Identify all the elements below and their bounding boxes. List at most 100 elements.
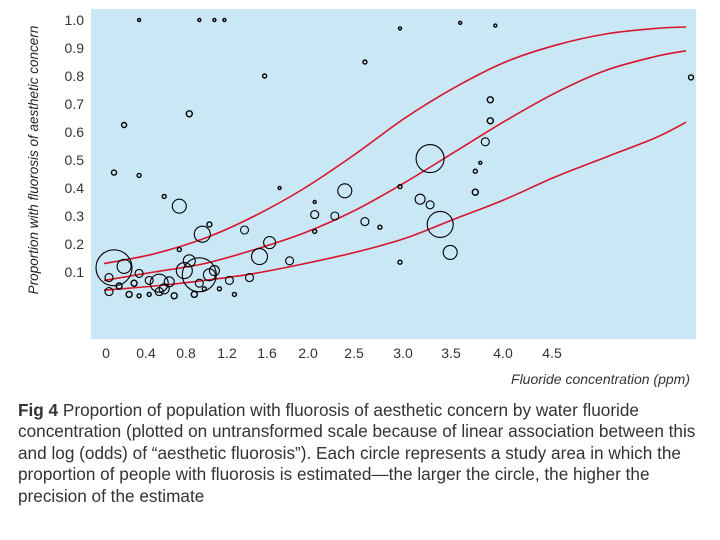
study-area-circle — [337, 183, 353, 199]
study-area-circle — [312, 199, 317, 205]
x-tick-label: 1.2 — [217, 345, 237, 361]
study-area-circle — [110, 169, 118, 176]
study-area-circle — [201, 286, 208, 292]
x-tick-label: 4.0 — [493, 345, 513, 361]
study-area-circle — [146, 291, 152, 298]
x-tick-label: 4.5 — [542, 345, 562, 361]
study-area-circle — [194, 278, 204, 288]
study-area-circle — [414, 193, 426, 205]
y-tick-label: 0.4 — [65, 180, 85, 196]
x-tick-label: 2.5 — [344, 345, 364, 361]
study-area-circle — [190, 290, 199, 299]
study-area-circle — [197, 17, 202, 23]
study-area-circle — [312, 228, 318, 235]
study-area-circle — [104, 287, 114, 297]
study-area-circle — [244, 273, 255, 283]
y-tick-label: 0.6 — [65, 124, 85, 140]
study-area-circle — [263, 236, 277, 250]
study-area-circle — [136, 293, 142, 299]
study-area-circle — [442, 244, 458, 260]
study-area-circle — [277, 185, 282, 191]
study-area-circle — [193, 225, 211, 243]
study-area-circle — [310, 210, 320, 220]
fitted-curves — [103, 26, 687, 291]
study-area-circle — [134, 268, 144, 278]
x-tick-label: 0.8 — [176, 345, 196, 361]
study-area-circle — [397, 26, 403, 31]
study-area-circle — [397, 183, 403, 190]
fitted-curve-1 — [103, 26, 687, 265]
study-area-circle — [185, 110, 194, 118]
study-area-circle — [104, 273, 114, 283]
study-area-circle — [224, 275, 234, 285]
study-area-circle — [175, 262, 193, 280]
study-area-circle — [136, 172, 142, 179]
study-area-circle — [458, 20, 463, 25]
study-area-circle — [231, 291, 238, 298]
study-area-circle — [161, 193, 167, 200]
study-area-circle — [182, 254, 196, 268]
study-area-circle — [158, 283, 170, 295]
study-area-circle — [149, 273, 169, 293]
figure-caption: Fig 4 Proportion of population with fluo… — [18, 400, 708, 507]
y-tick-label: 0.1 — [65, 264, 85, 280]
study-area-circle — [239, 225, 250, 235]
study-area-circle — [426, 210, 454, 238]
study-area-circle — [212, 17, 217, 23]
study-area-circle — [206, 221, 213, 228]
study-area-circle — [285, 256, 295, 266]
caption-text: Proportion of population with fluorosis … — [18, 400, 696, 506]
data-points — [95, 17, 695, 300]
study-area-circle — [120, 121, 128, 129]
caption-label: Fig 4 — [18, 400, 59, 420]
plot-background — [91, 9, 696, 339]
y-tick-label: 0.2 — [65, 236, 85, 252]
study-area-circle — [425, 200, 435, 210]
y-tick-labels: 0.1 0.2 0.3 0.4 0.5 0.6 0.7 0.8 0.9 1.0 — [65, 12, 85, 280]
y-tick-label: 0.9 — [65, 40, 85, 56]
x-tick-labels: 0 0.4 0.8 1.2 1.6 2.0 2.5 3.0 3.5 4.0 4.5 — [102, 345, 562, 361]
study-area-circle — [377, 224, 383, 230]
study-area-circle — [687, 74, 695, 81]
study-area-circle — [115, 282, 123, 290]
y-tick-label: 1.0 — [65, 12, 85, 28]
fitted-curve-3 — [103, 121, 687, 291]
study-area-circle — [136, 17, 142, 23]
study-area-circle — [330, 211, 340, 221]
study-area-circle — [478, 160, 483, 166]
study-area-circle — [472, 168, 478, 174]
study-area-circle — [397, 259, 403, 265]
y-tick-label: 0.5 — [65, 152, 85, 168]
study-area-circle — [95, 249, 133, 287]
study-area-circle — [471, 188, 479, 196]
study-area-circle — [415, 144, 445, 174]
study-area-circle — [486, 96, 494, 104]
x-tick-label: 3.0 — [393, 345, 413, 361]
study-area-circle — [170, 292, 178, 300]
y-axis-label: Proportion with fluorosis of aesthetic c… — [26, 26, 41, 295]
study-area-circle — [261, 73, 268, 79]
y-tick-label: 0.3 — [65, 208, 85, 224]
chart: 0.1 0.2 0.3 0.4 0.5 0.6 0.7 0.8 0.9 1.0 0 0.4 0.8 1.… — [26, 9, 696, 387]
study-area-circle — [222, 17, 227, 23]
study-area-circle — [208, 265, 220, 277]
study-area-circle — [493, 23, 498, 28]
study-area-circle — [171, 198, 187, 214]
study-area-circle — [144, 275, 154, 285]
study-area-circle — [362, 59, 368, 65]
x-tick-label: 2.0 — [298, 345, 318, 361]
x-tick-label: 1.6 — [257, 345, 277, 361]
study-area-circle — [130, 279, 138, 287]
x-tick-label: 0.4 — [136, 345, 156, 361]
study-area-circle — [176, 246, 183, 253]
study-area-circle — [125, 290, 133, 299]
study-area-circle — [360, 217, 370, 227]
x-axis-label: Fluoride concentration (ppm) — [511, 371, 690, 387]
study-area-circle — [154, 287, 164, 297]
study-area-circle — [480, 137, 490, 147]
x-tick-label: 0 — [102, 345, 110, 361]
study-area-circle — [486, 117, 494, 125]
x-tick-label: 3.5 — [441, 345, 461, 361]
y-tick-label: 0.7 — [65, 96, 85, 112]
study-area-circle — [116, 258, 132, 274]
